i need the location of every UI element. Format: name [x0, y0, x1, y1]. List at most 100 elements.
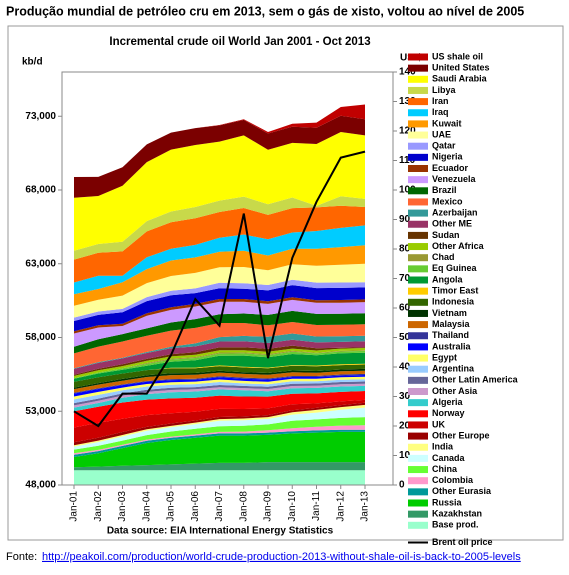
legend-label: Other Africa — [432, 241, 485, 251]
legend-swatch — [408, 332, 428, 340]
y-tick-label: 53,000 — [25, 406, 56, 417]
legend-label: Ecuador — [432, 163, 469, 173]
x-tick-label: Jan-01 — [69, 491, 80, 522]
y2-tick-label: 70 — [399, 273, 411, 284]
legend-swatch — [408, 131, 428, 139]
legend-label: UAE — [432, 129, 451, 139]
legend-swatch — [408, 75, 428, 83]
legend-label: Indonesia — [432, 297, 475, 307]
y-tick-label: 63,000 — [25, 258, 56, 269]
legend-swatch — [408, 120, 428, 128]
x-tick-label: Jan-05 — [166, 491, 177, 522]
legend-label: Norway — [432, 408, 465, 418]
area — [74, 345, 365, 376]
legend-swatch — [408, 376, 428, 384]
area — [74, 196, 365, 260]
area — [74, 417, 365, 454]
area — [74, 132, 365, 251]
legend-swatch — [408, 443, 428, 451]
x-tick-label: Jan-13 — [360, 491, 371, 522]
area — [74, 205, 365, 283]
y2-tick-label: 10 — [399, 450, 411, 461]
x-tick-label: Jan-11 — [311, 491, 322, 521]
area — [74, 310, 365, 354]
area — [74, 370, 365, 393]
legend-label: Angola — [432, 274, 463, 284]
legend-label: Egypt — [432, 352, 457, 362]
area — [74, 375, 365, 397]
y2-tick-label: 120 — [399, 126, 416, 137]
x-tick-label: Jan-10 — [287, 491, 298, 522]
legend-swatch — [408, 388, 428, 395]
legend-swatch — [408, 454, 428, 462]
legend-swatch — [408, 477, 428, 485]
x-tick-label: Jan-12 — [335, 491, 346, 522]
legend-label: Other Latin America — [432, 375, 519, 385]
footer-label: Fonte: — [6, 551, 37, 563]
legend-swatch — [408, 410, 428, 418]
legend-label: Argentina — [432, 364, 475, 374]
legend-label: Libya — [432, 85, 457, 95]
y2-tick-label: 60 — [399, 303, 411, 314]
legend-swatch — [408, 176, 428, 184]
y2-tick-label: 40 — [399, 362, 411, 373]
y2-tick-label: 130 — [399, 96, 416, 107]
legend-label: Other Asia — [432, 386, 478, 396]
area — [74, 104, 365, 177]
legend-swatch — [408, 521, 428, 529]
legend-label: Base prod. — [432, 520, 479, 530]
area — [74, 279, 365, 321]
legend-swatch — [408, 231, 428, 239]
area — [74, 431, 365, 468]
chart-title: Incremental crude oil World Jan 2001 - O… — [109, 36, 370, 48]
area — [74, 368, 365, 390]
y2-tick-label: 90 — [399, 214, 411, 225]
x-tick-label: Jan-02 — [93, 491, 104, 522]
legend-swatch — [408, 98, 428, 106]
legend-label: United States — [432, 63, 490, 73]
area — [74, 263, 365, 318]
area — [74, 376, 365, 400]
legend-label: Eq Guinea — [432, 263, 478, 273]
footer-link[interactable]: http://peakoil.com/production/world-crud… — [42, 551, 521, 563]
data-source: Data source: EIA International Energy St… — [107, 526, 334, 537]
legend-swatch — [408, 276, 428, 284]
area — [74, 299, 365, 347]
plot-data — [73, 104, 366, 485]
y2-tick-label: 140 — [399, 67, 416, 78]
area — [74, 462, 365, 471]
area — [74, 115, 365, 198]
area — [74, 285, 365, 332]
x-tick-label: Jan-04 — [141, 491, 152, 522]
legend-swatch — [408, 220, 428, 228]
y2-tick-label: 100 — [399, 185, 416, 196]
legend-label: Timor East — [432, 286, 478, 296]
y-tick-label: 48,000 — [25, 480, 56, 491]
page-title: Produção mundial de petróleo cru em 2013… — [6, 4, 524, 18]
legend-swatch — [408, 142, 428, 150]
area — [74, 399, 365, 443]
y-tick-label: 73,000 — [25, 111, 56, 122]
legend-label: Venezuela — [432, 174, 477, 184]
area — [74, 404, 365, 447]
legend-swatch — [408, 209, 428, 217]
area — [74, 373, 365, 394]
legend-swatch — [408, 187, 428, 195]
area — [74, 333, 365, 369]
legend-label: Other ME — [432, 219, 472, 229]
legend-label: Vietnam — [432, 308, 467, 318]
legend-swatch — [408, 365, 428, 373]
legend-swatch — [408, 309, 428, 317]
legend-swatch — [408, 499, 428, 507]
legend-label: Algeria — [432, 397, 464, 407]
legend-label: Kazakhstan — [432, 509, 482, 519]
y2-tick-label: 0 — [399, 480, 405, 491]
area — [74, 339, 365, 375]
legend-label: Nigeria — [432, 152, 464, 162]
legend-swatch — [408, 399, 428, 407]
area — [74, 402, 365, 446]
legend-label: Chad — [432, 252, 455, 262]
legend-swatch — [408, 488, 428, 496]
legend-swatch — [408, 198, 428, 206]
